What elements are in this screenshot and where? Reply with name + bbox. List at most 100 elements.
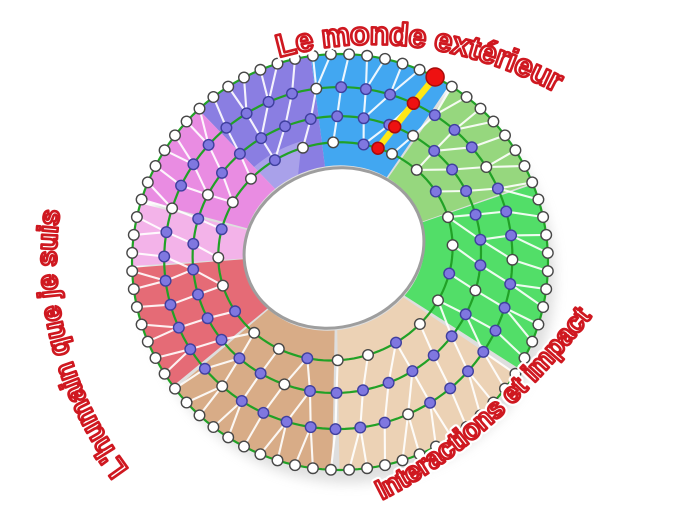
mesh-node[interactable] [184,343,197,356]
mesh-node[interactable] [130,210,143,223]
mesh-node[interactable] [526,335,539,348]
mesh-node[interactable] [237,71,250,84]
mesh-node[interactable] [509,144,522,157]
mesh-node[interactable] [187,263,200,276]
mesh-node[interactable] [220,121,233,134]
mesh-node[interactable] [518,159,531,172]
mesh-node[interactable] [532,193,545,206]
mesh-node[interactable] [469,208,482,221]
mesh-node[interactable] [443,267,456,280]
mesh-node[interactable] [271,57,284,70]
mesh-node[interactable] [237,440,250,453]
mesh-node[interactable] [255,132,268,145]
mesh-node[interactable] [272,342,285,355]
mesh-node[interactable] [127,228,140,241]
highlight-dot[interactable] [425,67,445,87]
mesh-node[interactable] [289,459,302,472]
mesh-node[interactable] [477,345,490,358]
mesh-node[interactable] [410,163,423,176]
mesh-node[interactable] [462,365,475,378]
mesh-node[interactable] [448,123,461,136]
mesh-node[interactable] [216,279,229,292]
mesh-node[interactable] [499,129,512,142]
mesh-node[interactable] [541,265,554,278]
mesh-node[interactable] [444,382,457,395]
highlight-path[interactable] [374,73,439,152]
mesh-node[interactable] [331,110,344,123]
mesh-node[interactable] [396,57,409,70]
mesh-node[interactable] [130,301,143,314]
mesh-node[interactable] [460,421,473,434]
mesh-node[interactable] [324,463,337,476]
mesh-node[interactable] [357,384,370,397]
mesh-node[interactable] [215,333,228,346]
mesh-node[interactable] [382,376,395,389]
mesh-node[interactable] [240,107,253,120]
mesh-node[interactable] [226,196,239,209]
mesh-node[interactable] [164,298,177,311]
mesh-node[interactable] [306,462,319,475]
mesh-node[interactable] [330,386,343,399]
mesh-node[interactable] [407,129,420,142]
mesh-node[interactable] [541,246,554,259]
mesh-node[interactable] [487,396,500,409]
mesh-node[interactable] [474,409,487,422]
mesh-node[interactable] [509,367,522,380]
mesh-node[interactable] [537,301,550,314]
mesh-node[interactable] [343,48,356,61]
mesh-node[interactable] [427,349,440,362]
mesh-node[interactable] [378,416,391,429]
mesh-node[interactable] [235,395,248,408]
mesh-node[interactable] [491,182,504,195]
mesh-node[interactable] [540,283,553,296]
mesh-node[interactable] [257,406,270,419]
mesh-node[interactable] [304,385,317,398]
mesh-node[interactable] [201,312,214,325]
mesh-node[interactable] [268,154,281,167]
mesh-node[interactable] [158,250,171,263]
mesh-node[interactable] [540,228,553,241]
mesh-node[interactable] [487,115,500,128]
mesh-node[interactable] [459,308,472,321]
mesh-node[interactable] [499,382,512,395]
mesh-node[interactable] [474,233,487,246]
mesh-node[interactable] [445,330,458,343]
mesh-node[interactable] [406,365,419,378]
mesh-node[interactable] [158,144,171,157]
mesh-node[interactable] [460,90,473,103]
mesh-node[interactable] [505,229,518,242]
mesh-node[interactable] [280,415,293,428]
mesh-node[interactable] [149,352,162,365]
mesh-node[interactable] [135,318,148,331]
mesh-node[interactable] [413,63,426,76]
mesh-node[interactable] [244,172,257,185]
mesh-node[interactable] [359,83,372,96]
mesh-node[interactable] [379,52,392,65]
mesh-node[interactable] [193,102,206,115]
highlight-dot[interactable] [387,120,402,134]
mesh-node[interactable] [506,253,519,266]
highlight-dot[interactable] [371,141,385,155]
mesh-node[interactable] [168,129,181,142]
mesh-node[interactable] [180,396,193,409]
mesh-node[interactable] [465,141,478,154]
highlight-dot[interactable] [406,96,421,111]
mesh-node[interactable] [180,115,193,128]
mesh-node[interactable] [357,138,370,151]
mesh-node[interactable] [361,462,374,475]
mesh-node[interactable] [329,423,342,436]
mesh-node[interactable] [304,421,317,434]
mesh-node[interactable] [278,378,291,391]
mesh-node[interactable] [498,301,511,314]
mesh-node[interactable] [304,112,317,125]
mesh-node[interactable] [135,193,148,206]
mesh-node[interactable] [233,352,246,365]
mesh-node[interactable] [335,81,348,94]
mesh-node[interactable] [518,352,531,365]
mesh-node[interactable] [202,138,215,151]
mesh-node[interactable] [469,284,482,297]
mesh-node[interactable] [361,49,374,62]
mesh-node[interactable] [198,362,211,375]
mesh-node[interactable] [327,136,340,149]
mesh-node[interactable] [201,188,214,201]
